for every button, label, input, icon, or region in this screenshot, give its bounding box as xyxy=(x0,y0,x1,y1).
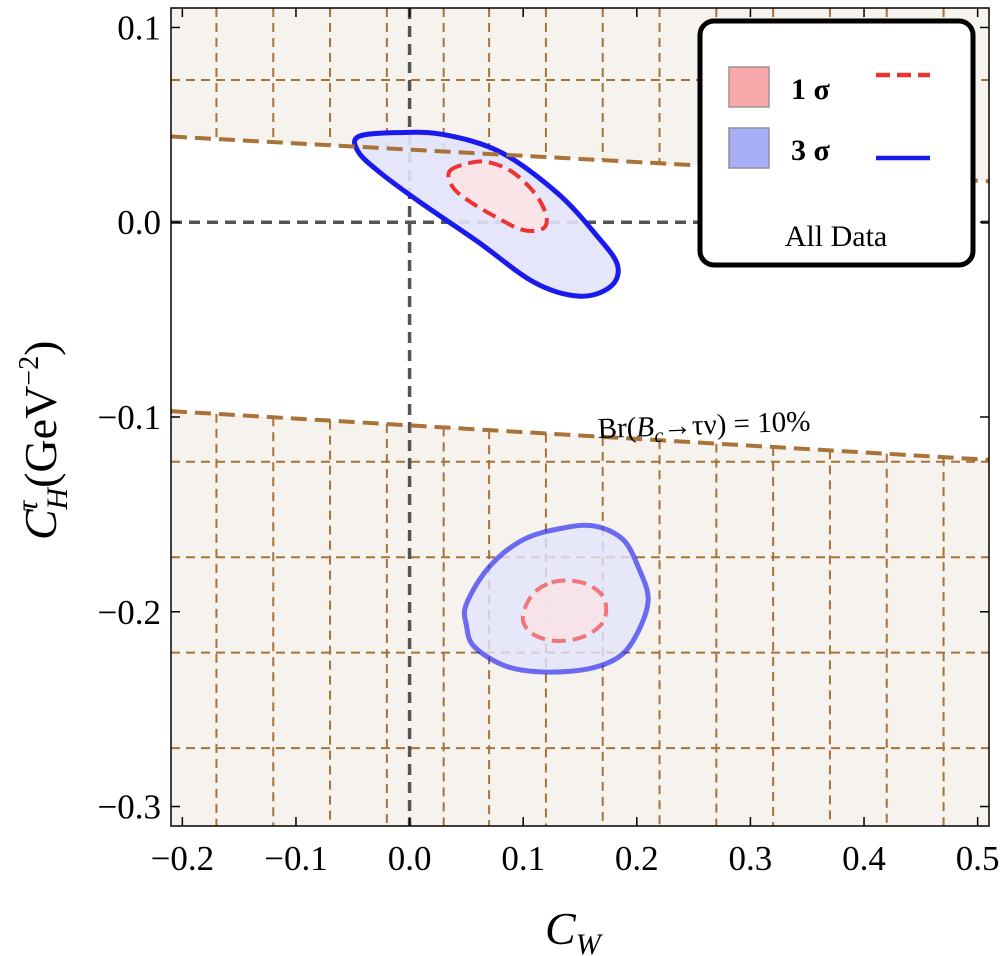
x-tick-label: 0.4 xyxy=(842,839,886,878)
x-tick-label: 0.1 xyxy=(501,839,545,878)
x-tick-label: −0.1 xyxy=(264,839,328,878)
x-axis-ticks: −0.2 −0.1 0.0 0.1 0.2 0.3 0.4 0.5 xyxy=(151,8,1000,878)
x-axis-label: CW xyxy=(545,903,604,956)
x-tick-label: 0.3 xyxy=(729,839,773,878)
y-tick-label: −0.2 xyxy=(98,593,162,632)
x-tick-label: 0.2 xyxy=(615,839,659,878)
legend-swatch-1sigma xyxy=(728,66,770,108)
legend: 1 σ 3 σ All Data xyxy=(697,18,976,268)
x-tick-label: 0.0 xyxy=(388,839,432,878)
x-tick-label: −0.2 xyxy=(151,839,215,878)
excluded-region-annotation: Br(Bc→τν) = 10% xyxy=(597,406,811,449)
legend-label-1sigma: 1 σ xyxy=(791,73,831,106)
contours xyxy=(352,129,651,675)
y-tick-label: −0.3 xyxy=(98,788,162,827)
contour-3sigma-region-1 xyxy=(352,129,621,299)
legend-label-3sigma: 3 σ xyxy=(791,134,831,167)
legend-swatch-3sigma xyxy=(728,127,770,169)
y-axis-ticks: 0.1 0.0 −0.1 −0.2 −0.3 xyxy=(98,8,989,827)
x-tick-label: 0.5 xyxy=(956,839,1000,878)
y-axis-label: CτH(GeV−2) xyxy=(11,341,74,540)
contour-1sigma-region-2 xyxy=(520,578,609,644)
legend-caption: All Data xyxy=(785,220,887,253)
y-tick-label: −0.1 xyxy=(98,398,162,437)
contour-1sigma-region-1 xyxy=(446,159,549,233)
y-tick-label: 0.0 xyxy=(117,203,161,242)
y-tick-label: 0.1 xyxy=(117,8,161,47)
excluded-boundary-lower xyxy=(171,409,989,462)
